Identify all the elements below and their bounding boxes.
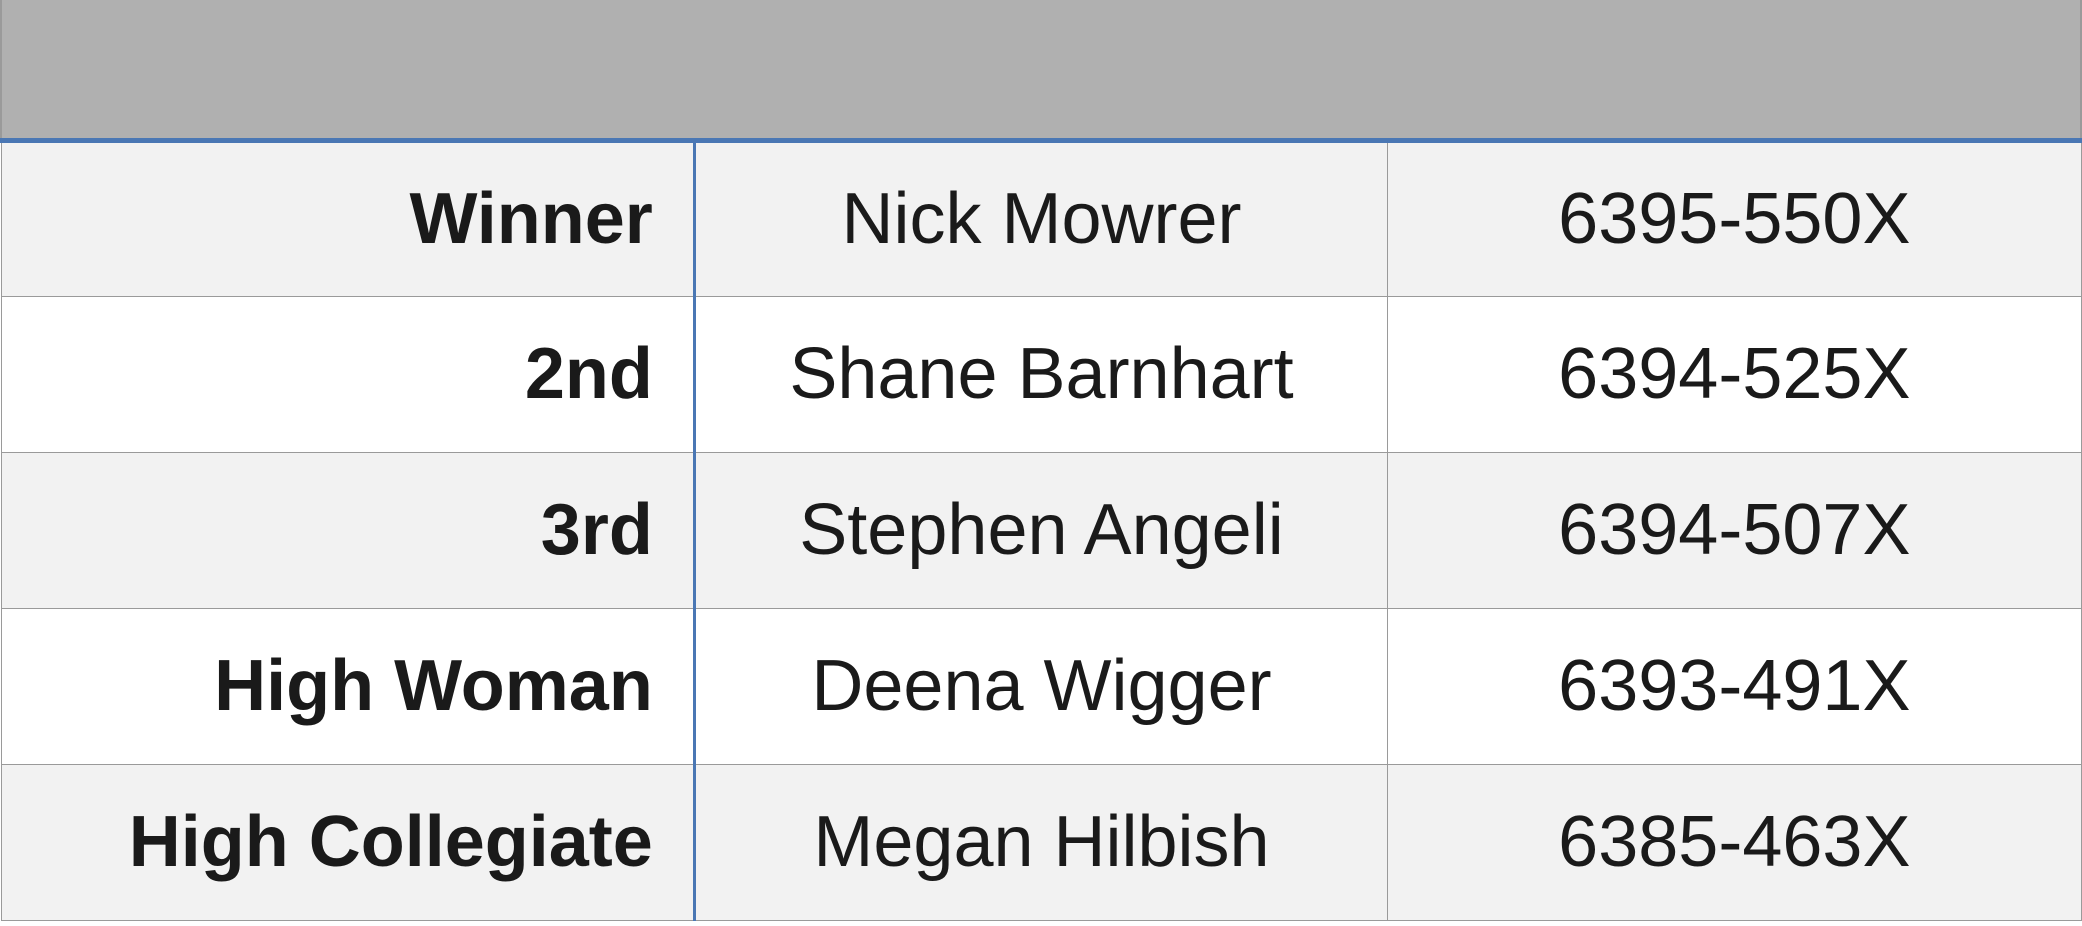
score-cell: 6394-525X bbox=[1388, 296, 2081, 452]
place-cell: 2nd bbox=[1, 296, 694, 452]
name-cell: Megan Hilbish bbox=[694, 764, 1387, 920]
results-table: Winner Nick Mowrer 6395-550X 2nd Shane B… bbox=[0, 0, 2082, 921]
place-cell: High Woman bbox=[1, 608, 694, 764]
name-cell: Stephen Angeli bbox=[694, 452, 1387, 608]
score-cell: 6385-463X bbox=[1388, 764, 2081, 920]
name-cell: Deena Wigger bbox=[694, 608, 1387, 764]
table-row: 3rd Stephen Angeli 6394-507X bbox=[1, 452, 2081, 608]
table-header-row bbox=[1, 0, 2081, 140]
name-cell: Nick Mowrer bbox=[694, 140, 1387, 296]
table-header-cell bbox=[1, 0, 2081, 140]
table-row: Winner Nick Mowrer 6395-550X bbox=[1, 140, 2081, 296]
score-cell: 6393-491X bbox=[1388, 608, 2081, 764]
place-cell: Winner bbox=[1, 140, 694, 296]
name-cell: Shane Barnhart bbox=[694, 296, 1387, 452]
place-cell: High Collegiate bbox=[1, 764, 694, 920]
table-row: High Woman Deena Wigger 6393-491X bbox=[1, 608, 2081, 764]
place-cell: 3rd bbox=[1, 452, 694, 608]
table-row: High Collegiate Megan Hilbish 6385-463X bbox=[1, 764, 2081, 920]
score-cell: 6395-550X bbox=[1388, 140, 2081, 296]
score-cell: 6394-507X bbox=[1388, 452, 2081, 608]
table-row: 2nd Shane Barnhart 6394-525X bbox=[1, 296, 2081, 452]
